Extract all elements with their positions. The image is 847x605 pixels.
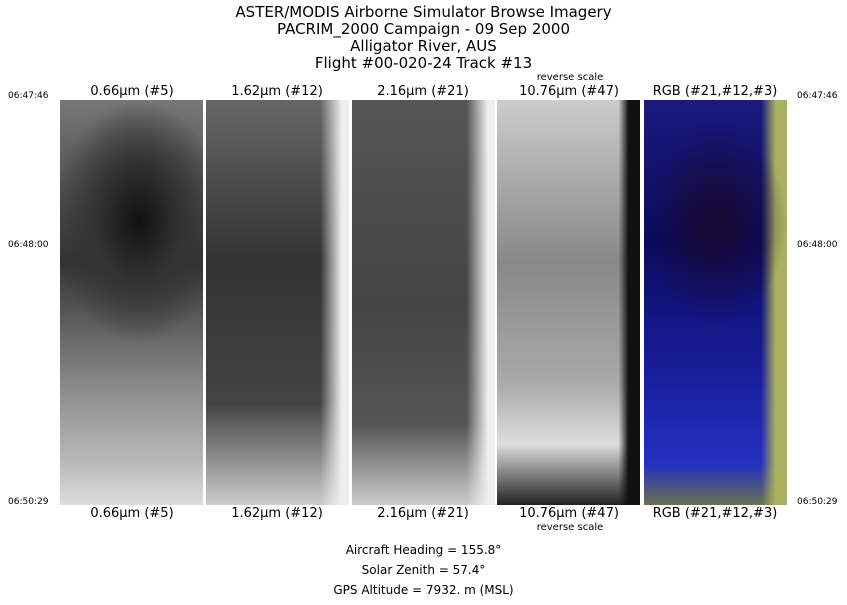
gps-altitude: GPS Altitude = 7932. m (MSL) [333,583,514,597]
image-panel-1076um [497,100,640,505]
title-line-1: ASTER/MODIS Airborne Simulator Browse Im… [235,3,612,21]
image-panel-066um [60,100,203,505]
panel-label-bottom: 10.76µm (#47) [519,506,619,521]
aircraft-heading: Aircraft Heading = 155.8° [345,543,502,557]
title-line-2: PACRIM_2000 Campaign - 09 Sep 2000 [277,20,570,38]
panel-label-bottom: 0.66µm (#5) [90,506,174,521]
time-start-left: 06:47:46 [8,91,49,101]
panel-label-bottom: 1.62µm (#12) [231,506,323,521]
panel-label-top: RGB (#21,#12,#3) [652,84,778,99]
time-mid-right: 06:48:00 [797,240,838,250]
time-start-right: 06:47:46 [797,91,838,101]
reverse-scale-note-bottom: reverse scale [536,522,604,533]
title-line-4: Flight #00-020-24 Track #13 [314,54,533,72]
time-end-right: 06:50:29 [797,497,838,507]
image-panel-rgb [644,100,787,505]
reverse-scale-note-top: reverse scale [536,72,604,83]
time-mid-left: 06:48:00 [8,240,49,250]
solar-zenith: Solar Zenith = 57.4° [361,563,486,577]
panel-label-bottom: 2.16µm (#21) [377,506,469,521]
panel-label-top: 10.76µm (#47) [519,84,619,99]
image-panel-162um [206,100,349,505]
title-line-3: Alligator River, AUS [350,37,497,55]
panel-label-bottom: RGB (#21,#12,#3) [652,506,778,521]
time-end-left: 06:50:29 [8,497,49,507]
image-panel-216um [352,100,495,505]
panel-label-top: 2.16µm (#21) [377,84,469,99]
panel-label-top: 0.66µm (#5) [90,84,174,99]
panel-label-top: 1.62µm (#12) [231,84,323,99]
